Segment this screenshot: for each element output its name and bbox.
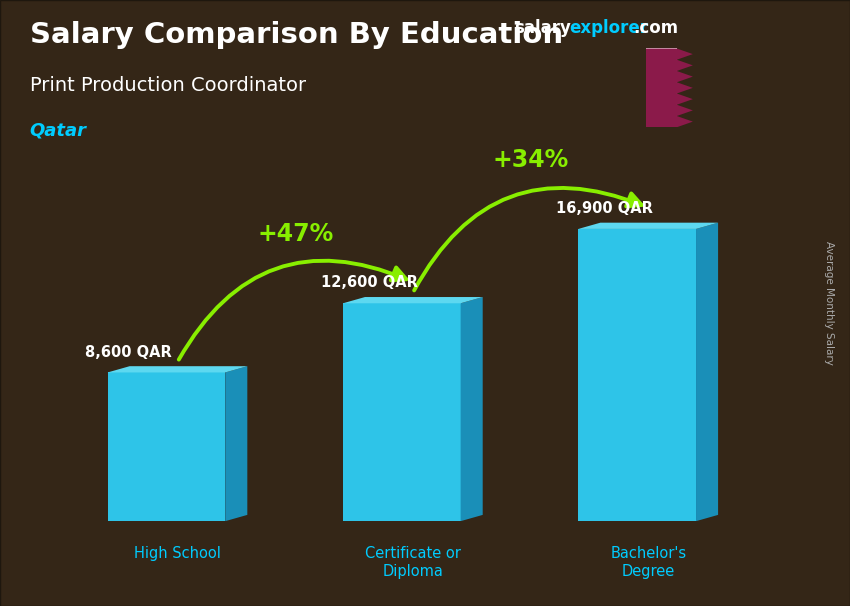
Text: +47%: +47% xyxy=(257,222,333,247)
Text: 12,600 QAR: 12,600 QAR xyxy=(320,275,417,290)
Polygon shape xyxy=(578,222,718,229)
Text: 16,900 QAR: 16,900 QAR xyxy=(556,201,653,216)
Text: .com: .com xyxy=(633,19,678,38)
Polygon shape xyxy=(646,48,677,127)
Text: Average Monthly Salary: Average Monthly Salary xyxy=(824,241,834,365)
Text: Certificate or
Diploma: Certificate or Diploma xyxy=(365,546,461,579)
Polygon shape xyxy=(578,229,696,521)
Polygon shape xyxy=(696,222,718,521)
Polygon shape xyxy=(461,297,483,521)
Text: Print Production Coordinator: Print Production Coordinator xyxy=(30,76,306,95)
Polygon shape xyxy=(343,297,483,303)
Text: Bachelor's
Degree: Bachelor's Degree xyxy=(610,546,686,579)
Polygon shape xyxy=(646,48,693,127)
Polygon shape xyxy=(343,303,461,521)
Text: 8,600 QAR: 8,600 QAR xyxy=(86,345,173,359)
Text: +34%: +34% xyxy=(492,148,569,172)
Text: Qatar: Qatar xyxy=(30,121,87,139)
Text: explorer: explorer xyxy=(570,19,649,38)
Text: Salary Comparison By Education: Salary Comparison By Education xyxy=(30,21,563,49)
Polygon shape xyxy=(108,366,247,373)
Text: High School: High School xyxy=(134,546,221,561)
Text: salary: salary xyxy=(514,19,571,38)
Polygon shape xyxy=(225,366,247,521)
Polygon shape xyxy=(108,373,225,521)
